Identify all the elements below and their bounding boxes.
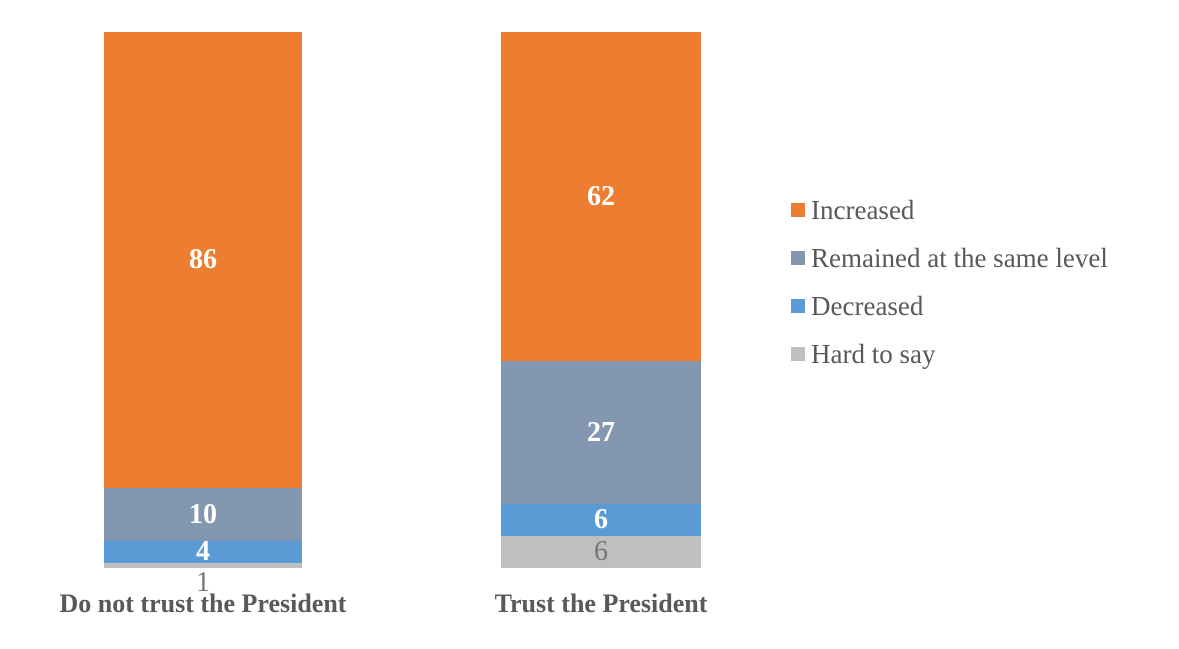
data-label: 1 — [196, 566, 210, 598]
bar-segment: 10 — [104, 488, 302, 542]
bar-segment: 1 — [104, 562, 302, 596]
bar-segment: 4 — [104, 538, 302, 566]
bar-segment: 86 — [104, 32, 302, 489]
legend-color-chip — [791, 251, 805, 265]
bar-segment: 6 — [501, 504, 701, 537]
data-label: 86 — [189, 244, 217, 276]
legend-label: Remained at the same level — [811, 242, 1108, 273]
bar-segment: 62 — [501, 32, 701, 362]
data-label: 27 — [587, 416, 615, 448]
data-label: 62 — [587, 180, 615, 212]
bar-segment: 27 — [501, 361, 701, 505]
legend-label: Hard to say — [811, 338, 936, 369]
legend-color-chip — [791, 203, 805, 217]
legend-item-increased: Increased — [791, 193, 1108, 227]
category-label: Trust the President — [494, 589, 708, 618]
stacked-bar-1: 86 10 4 1 — [104, 32, 302, 596]
data-label: 4 — [196, 536, 210, 568]
data-label: 6 — [594, 536, 608, 568]
legend-label: Decreased — [811, 290, 924, 321]
legend-item-hard-to-say: Hard to say — [791, 337, 1108, 371]
data-label: 10 — [189, 498, 217, 530]
legend-item-decreased: Decreased — [791, 289, 1108, 323]
legend-label: Increased — [811, 194, 915, 225]
legend-color-chip — [791, 347, 805, 361]
bar-segment: 6 — [501, 536, 701, 568]
category-label: Do not trust the President — [59, 589, 347, 618]
stacked-bar-2: 62 27 6 6 — [501, 32, 701, 568]
data-label: 6 — [594, 504, 608, 536]
legend-color-chip — [791, 299, 805, 313]
legend: Increased Remained at the same level Dec… — [791, 193, 1108, 371]
legend-item-remained: Remained at the same level — [791, 241, 1108, 275]
